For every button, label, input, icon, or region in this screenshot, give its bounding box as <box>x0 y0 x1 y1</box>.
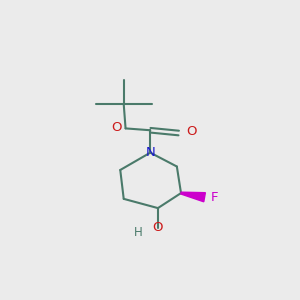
Text: O: O <box>186 125 196 138</box>
Polygon shape <box>181 192 206 202</box>
Text: O: O <box>112 122 122 134</box>
Text: H: H <box>134 226 142 239</box>
Text: N: N <box>146 146 155 159</box>
Text: O: O <box>153 221 163 234</box>
Text: F: F <box>211 191 218 204</box>
